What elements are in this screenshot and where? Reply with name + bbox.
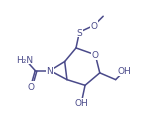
- Text: O: O: [91, 22, 98, 30]
- Text: S: S: [76, 28, 82, 37]
- Text: OH: OH: [75, 99, 88, 107]
- Text: H₂N: H₂N: [16, 55, 34, 64]
- Text: N: N: [47, 66, 53, 75]
- Text: O: O: [92, 51, 99, 60]
- Text: O: O: [27, 82, 34, 91]
- Text: OH: OH: [118, 66, 132, 75]
